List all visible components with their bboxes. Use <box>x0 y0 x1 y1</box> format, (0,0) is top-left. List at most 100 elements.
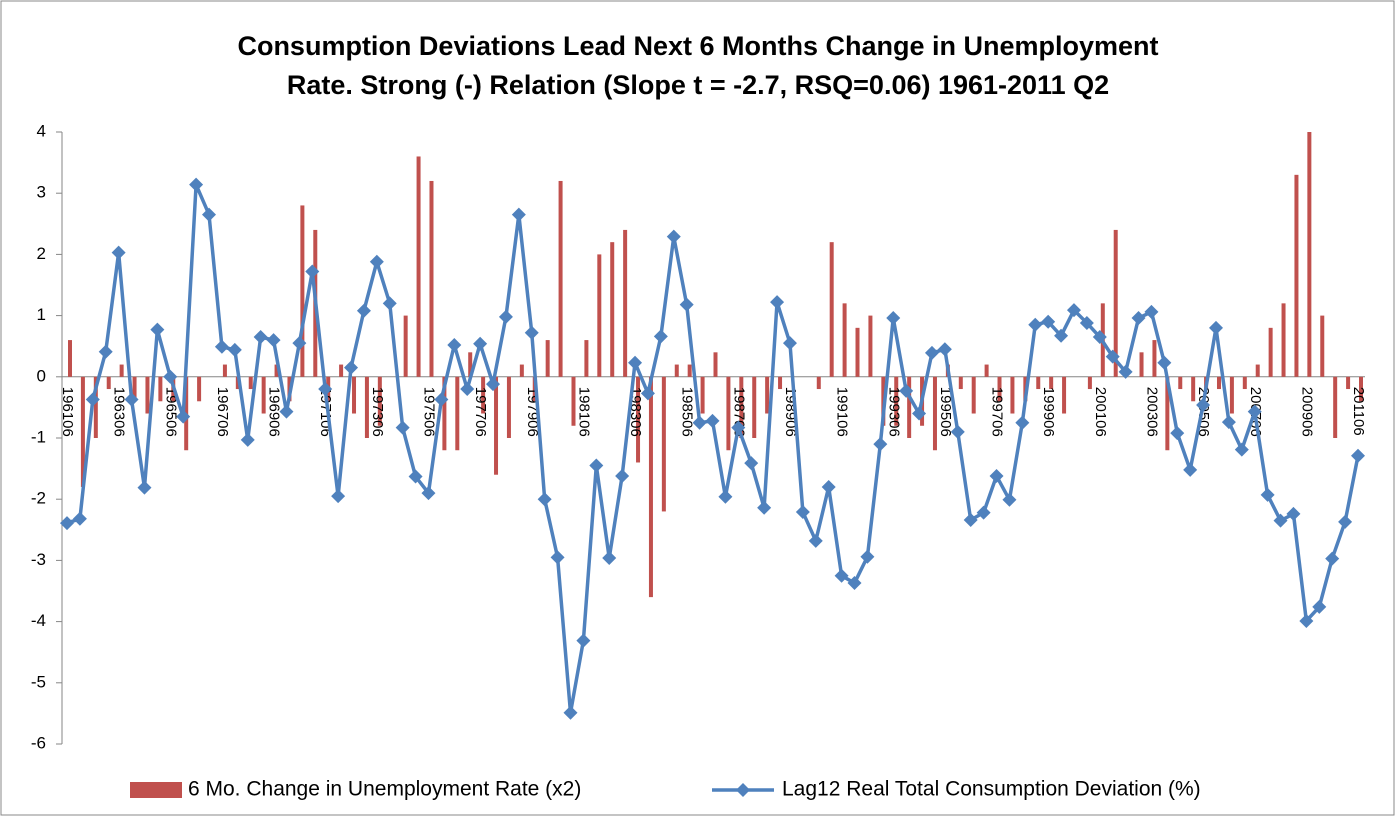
line-marker <box>408 469 423 484</box>
line-marker <box>602 550 617 565</box>
bar <box>571 376 576 426</box>
line-marker <box>1131 311 1146 326</box>
y-tick-label: 4 <box>37 121 46 140</box>
x-tick-label: 199906 <box>1040 387 1057 437</box>
line-marker <box>1221 415 1236 430</box>
line-marker <box>189 177 204 192</box>
bar <box>997 376 1002 402</box>
line-marker <box>808 533 823 548</box>
bar <box>403 315 408 377</box>
bar <box>894 376 899 426</box>
line-marker <box>227 342 242 357</box>
line-marker <box>924 345 939 360</box>
y-tick-label: 3 <box>37 183 46 202</box>
line-marker <box>1247 404 1262 419</box>
line-marker <box>731 420 746 435</box>
line-marker <box>356 303 371 318</box>
bar <box>984 364 989 377</box>
line-marker <box>1118 364 1133 379</box>
line-marker <box>279 404 294 419</box>
bar <box>713 352 718 377</box>
line-marker <box>85 392 100 407</box>
bar <box>222 364 227 377</box>
line-marker <box>757 500 772 515</box>
bar <box>610 242 615 377</box>
legend-label: Lag12 Real Total Consumption Deviation (… <box>782 778 1201 801</box>
bar <box>739 376 744 438</box>
bar <box>197 376 202 402</box>
bar <box>80 376 85 487</box>
line-marker <box>821 479 836 494</box>
bar <box>971 376 976 414</box>
line-marker <box>950 424 965 439</box>
line-marker <box>1260 487 1275 502</box>
bar <box>1359 376 1363 402</box>
bar <box>68 340 72 377</box>
bar <box>623 229 628 377</box>
bar <box>377 376 382 426</box>
bar <box>145 376 150 414</box>
line-marker <box>718 489 733 504</box>
line-marker <box>331 489 346 504</box>
x-tick-label: 198506 <box>679 387 696 437</box>
chart-title: Consumption Deviations Lead Next 6 Month… <box>237 31 1158 61</box>
bar <box>519 364 524 377</box>
line-marker <box>1170 426 1185 441</box>
line-marker <box>628 355 643 370</box>
bar <box>442 376 447 451</box>
bar <box>752 376 757 438</box>
line-marker <box>1208 320 1223 335</box>
y-tick-label: 2 <box>37 244 46 263</box>
x-tick-label: 199306 <box>885 387 902 437</box>
line-marker <box>124 392 139 407</box>
bar <box>506 376 511 438</box>
legend-swatch <box>130 782 182 798</box>
bar <box>687 364 692 377</box>
line-marker <box>163 369 178 384</box>
line-marker <box>421 486 436 501</box>
line-marker <box>292 336 307 351</box>
line-marker <box>1196 397 1211 412</box>
x-tick-label: 196506 <box>162 387 179 437</box>
line-marker <box>214 339 229 354</box>
line-marker <box>305 264 320 279</box>
legend-swatch <box>736 783 750 797</box>
line-marker <box>1028 317 1043 332</box>
bar <box>429 180 434 377</box>
bar <box>1242 376 1247 390</box>
x-tick-label: 197506 <box>421 387 438 437</box>
line-marker <box>537 492 552 507</box>
bar <box>364 376 369 438</box>
x-tick-label: 198106 <box>575 387 592 437</box>
bar <box>274 364 279 377</box>
bar <box>842 303 847 377</box>
line-marker <box>666 229 681 244</box>
line-marker <box>1312 599 1327 614</box>
line-marker <box>589 458 604 473</box>
bar <box>468 352 473 377</box>
y-tick-label: -2 <box>31 489 46 508</box>
line-marker <box>705 413 720 428</box>
x-tick-label: 199106 <box>834 387 851 437</box>
line-marker <box>524 325 539 340</box>
line-marker <box>653 329 668 344</box>
legend-label: 6 Mo. Change in Unemployment Rate (x2) <box>188 778 581 801</box>
bar <box>868 315 873 377</box>
line-marker <box>860 549 875 564</box>
bar <box>1178 376 1183 390</box>
bar <box>1010 376 1015 414</box>
bar <box>119 364 124 377</box>
line-marker <box>344 360 359 375</box>
line-marker <box>1066 303 1081 318</box>
bar <box>248 376 253 390</box>
line-marker <box>679 297 694 312</box>
bar <box>494 376 499 475</box>
line-marker <box>989 468 1004 483</box>
bar <box>674 364 679 377</box>
x-tick-label: 196306 <box>111 387 128 437</box>
bar <box>958 376 963 390</box>
line-marker <box>1325 551 1340 566</box>
line-marker <box>834 568 849 583</box>
x-tick-label: 199706 <box>989 387 1006 437</box>
line-marker <box>963 513 978 528</box>
